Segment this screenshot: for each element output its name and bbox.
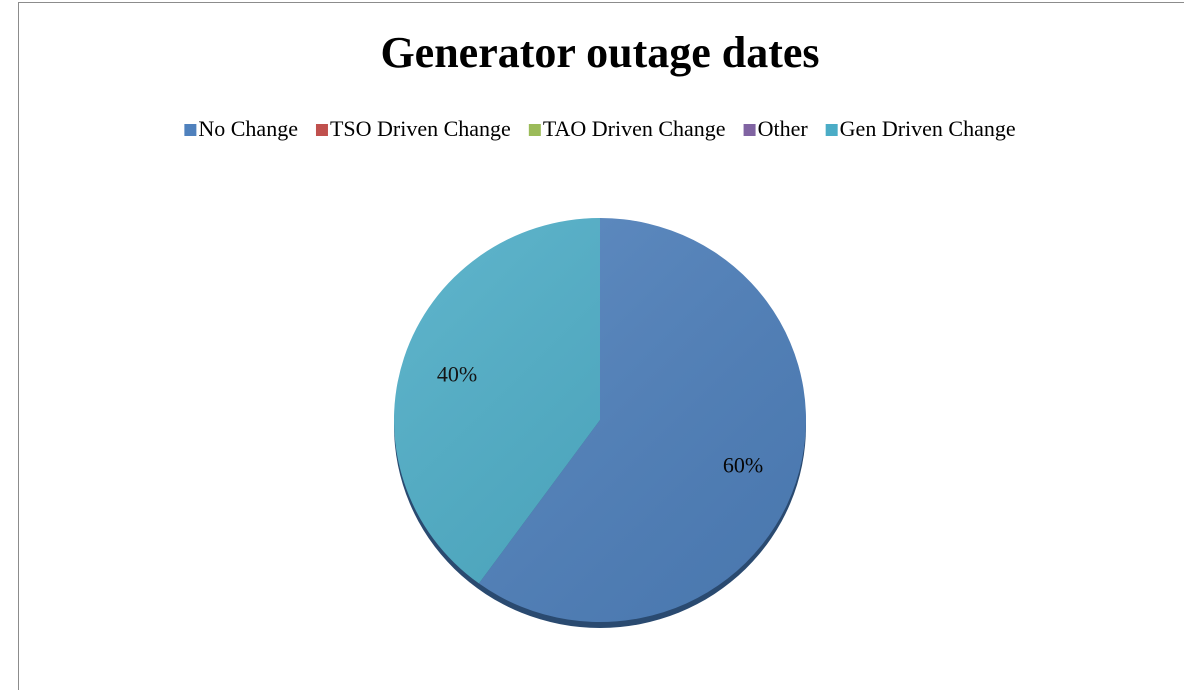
legend-swatch: [528, 124, 541, 136]
legend-text: Other: [758, 116, 809, 141]
legend-text: No Change: [198, 116, 298, 141]
legend-swatch: [184, 124, 197, 136]
legend-text: TSO Driven Change: [330, 116, 511, 141]
legend-text: TAO Driven Change: [543, 116, 726, 141]
data-label: 40%: [437, 361, 477, 386]
chart-title: Generator outage dates: [380, 28, 819, 77]
legend-swatch: [315, 124, 328, 136]
legend-swatch: [743, 124, 756, 136]
legend-text: Gen Driven Change: [840, 116, 1016, 141]
legend-swatch: [825, 124, 838, 136]
data-label: 60%: [723, 453, 763, 478]
